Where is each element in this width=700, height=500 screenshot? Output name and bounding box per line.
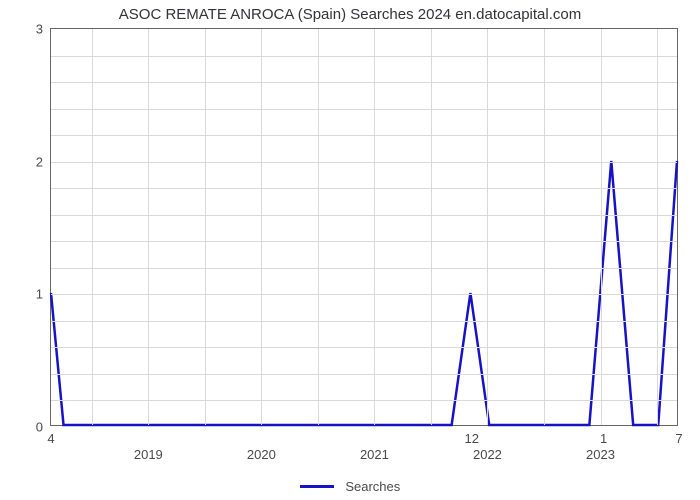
gridline-h xyxy=(51,109,677,110)
gridline-h xyxy=(51,215,677,216)
gridline-v xyxy=(601,29,602,425)
x-value-label: 1 xyxy=(600,431,607,446)
chart-container: { "chart": { "type": "line", "title": "A… xyxy=(0,0,700,500)
gridline-v xyxy=(374,29,375,425)
gridline-v xyxy=(92,29,93,425)
x-year-label: 2021 xyxy=(360,447,389,462)
series-line xyxy=(51,29,677,425)
gridline-v xyxy=(261,29,262,425)
gridline-v xyxy=(318,29,319,425)
x-value-label: 4 xyxy=(47,431,54,446)
y-tick-label: 2 xyxy=(36,154,43,169)
gridline-h xyxy=(51,241,677,242)
y-tick-label: 1 xyxy=(36,287,43,302)
y-tick-label: 0 xyxy=(36,420,43,435)
legend-swatch xyxy=(300,485,334,488)
gridline-h xyxy=(51,400,677,401)
gridline-h xyxy=(51,135,677,136)
gridline-v xyxy=(148,29,149,425)
gridline-v xyxy=(205,29,206,425)
gridline-h xyxy=(51,268,677,269)
x-year-label: 2023 xyxy=(586,447,615,462)
x-value-label: 12 xyxy=(465,431,479,446)
gridline-h xyxy=(51,162,677,163)
legend: Searches xyxy=(0,478,700,494)
gridline-h xyxy=(51,82,677,83)
x-year-label: 2020 xyxy=(247,447,276,462)
gridline-h xyxy=(51,374,677,375)
x-value-label: 7 xyxy=(675,431,682,446)
x-year-label: 2022 xyxy=(473,447,502,462)
gridline-h xyxy=(51,321,677,322)
chart-title: ASOC REMATE ANROCA (Spain) Searches 2024… xyxy=(0,6,700,23)
gridline-v xyxy=(657,29,658,425)
plot-area: 01232019202020212022202341217 xyxy=(50,28,678,426)
legend-label: Searches xyxy=(345,479,400,494)
gridline-h xyxy=(51,294,677,295)
gridline-v xyxy=(487,29,488,425)
y-tick-label: 3 xyxy=(36,22,43,37)
gridline-h xyxy=(51,188,677,189)
x-year-label: 2019 xyxy=(134,447,163,462)
gridline-v xyxy=(544,29,545,425)
gridline-h xyxy=(51,56,677,57)
gridline-v xyxy=(431,29,432,425)
gridline-h xyxy=(51,347,677,348)
